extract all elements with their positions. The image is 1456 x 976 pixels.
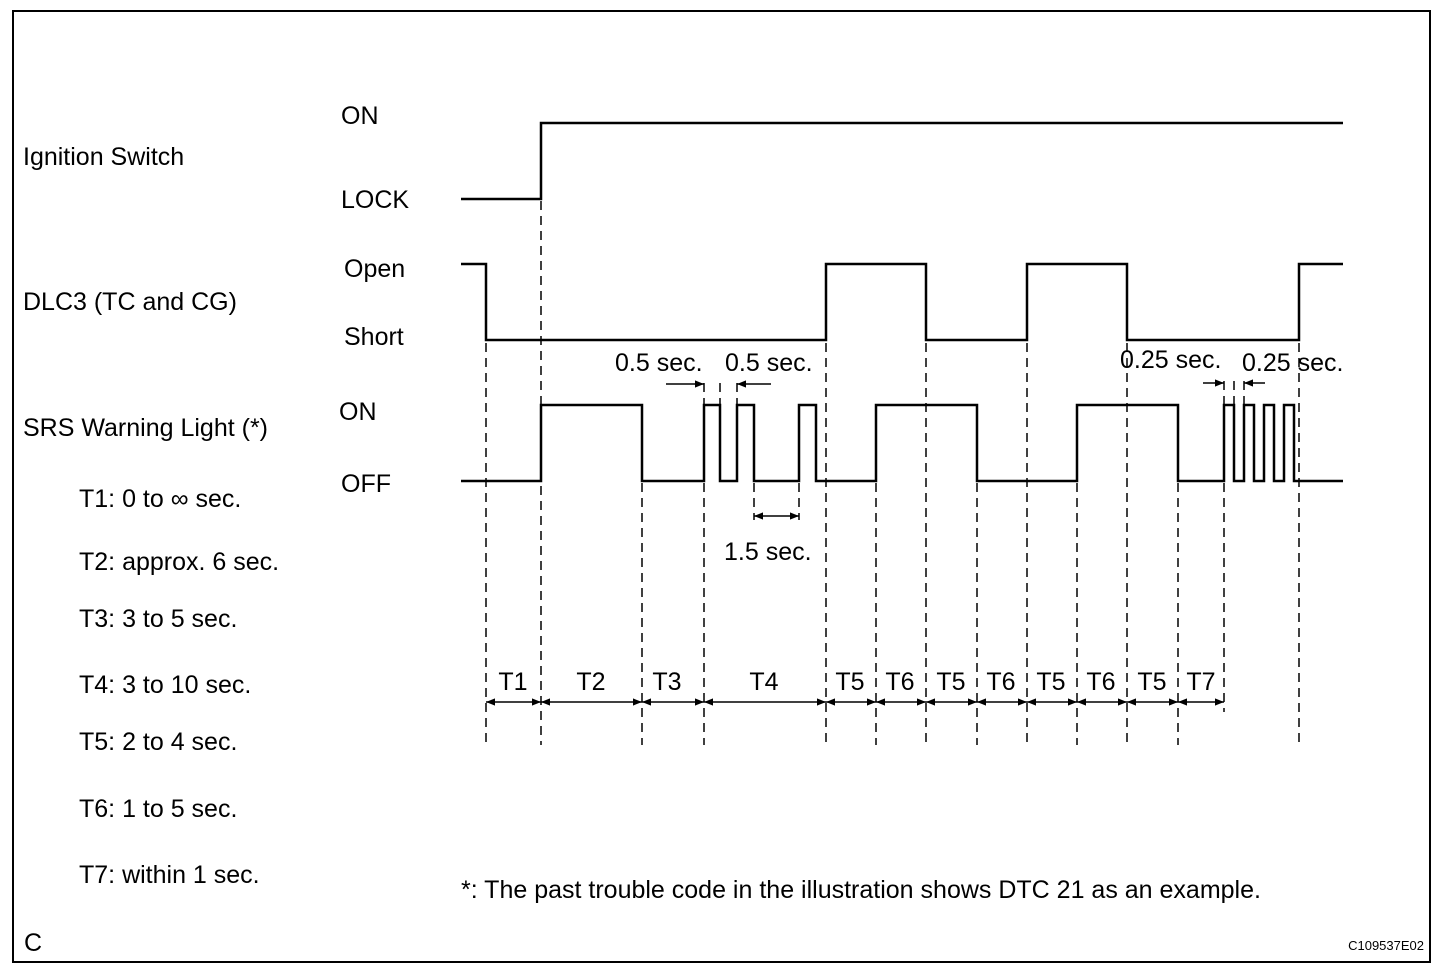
corner-label: C [24,929,42,957]
interval-label: T5 [936,668,965,696]
srs-warning-light-waveform [461,403,1343,483]
interval-label: T5 [835,668,864,696]
pulse-width-label-right: 0.5 sec. [725,349,813,377]
legend-t6: T6: 1 to 5 sec. [79,795,237,823]
interval-label: T5 [1137,668,1166,696]
figure-id: C109537E02 [1348,938,1424,953]
figure-frame [12,10,1431,963]
legend-t7: T7: within 1 sec. [79,861,260,889]
srs-off-label: OFF [341,470,391,498]
dlc3-waveform [461,262,1343,342]
legend-t4: T4: 3 to 10 sec. [79,671,251,699]
interval-label: T6 [885,668,914,696]
ignition-on-label: ON [341,102,379,130]
interval-label: T4 [749,668,778,696]
dlc3-label: DLC3 (TC and CG) [23,288,237,316]
legend-t1: T1: 0 to ∞ sec. [79,485,241,513]
legend-t5: T5: 2 to 4 sec. [79,728,237,756]
interval-label: T7 [1186,668,1215,696]
pulse-width-label-left: 0.5 sec. [615,349,703,377]
interval-label: T3 [652,668,681,696]
interval-label: T2 [576,668,605,696]
dlc3-open-label: Open [344,255,405,283]
fast-pulse-label-left: 0.25 sec. [1120,346,1221,374]
footnote: *: The past trouble code in the illustra… [461,876,1261,904]
interval-label: T1 [498,668,527,696]
interval-label: T6 [986,668,1015,696]
interval-label: T6 [1086,668,1115,696]
interval-label: T5 [1036,668,1065,696]
srs-on-label: ON [339,398,377,426]
legend-t3: T3: 3 to 5 sec. [79,605,237,633]
ignition-lock-label: LOCK [341,186,409,214]
ignition-switch-label: Ignition Switch [23,143,184,171]
pulse-gap-label: 1.5 sec. [724,538,812,566]
fast-pulse-label-right: 0.25 sec. [1242,349,1343,377]
legend-t2: T2: approx. 6 sec. [79,548,279,576]
dlc3-short-label: Short [344,323,404,351]
ignition-switch-waveform [461,121,1343,201]
srs-warning-light-label: SRS Warning Light (*) [23,414,268,442]
